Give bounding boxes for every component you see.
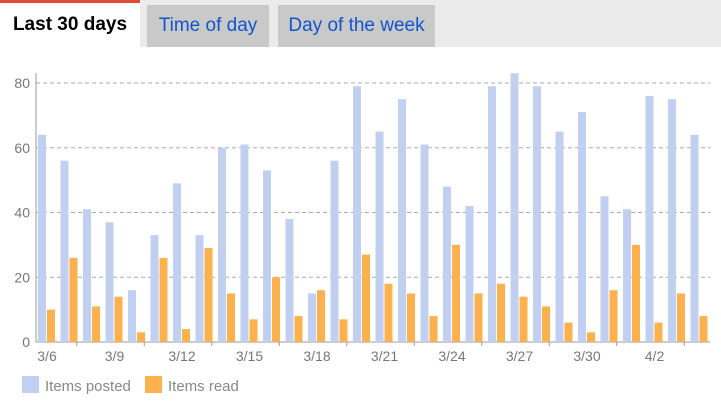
bar-items-posted	[578, 112, 586, 342]
y-tick-label: 40	[14, 205, 30, 221]
bar-items-posted	[533, 86, 541, 342]
bar-items-posted	[443, 186, 451, 342]
tab-bar: Last 30 days Time of day Day of the week	[0, 0, 721, 47]
bar-items-posted	[510, 73, 519, 342]
y-tick-label: 80	[14, 75, 30, 91]
bar-items-read	[609, 290, 618, 342]
x-tick-label: 3/9	[105, 348, 125, 364]
bar-items-posted	[240, 144, 249, 342]
bar-items-posted	[263, 170, 271, 342]
y-tick-label: 60	[14, 140, 30, 156]
bar-items-read	[452, 244, 460, 342]
x-tick-label: 4/2	[645, 348, 665, 364]
bar-items-read	[227, 293, 235, 342]
bar-items-posted	[195, 235, 204, 342]
y-tick-label: 0	[22, 334, 30, 350]
legend-swatch-items-read	[145, 376, 162, 393]
legend-swatch-items-posted	[22, 376, 39, 393]
bar-items-posted	[398, 99, 406, 342]
bar-items-posted	[600, 196, 609, 342]
bar-items-read	[159, 257, 168, 342]
bar-items-read	[632, 244, 640, 342]
bar-items-posted	[465, 206, 474, 342]
tab-day-of-the-week[interactable]: Day of the week	[278, 5, 435, 47]
bar-items-read	[204, 248, 213, 342]
x-tick-label: 3/21	[371, 348, 398, 364]
bar-items-read	[677, 293, 685, 342]
bar-items-posted	[645, 95, 654, 342]
bar-items-read	[272, 277, 280, 342]
bar-items-posted	[690, 134, 699, 342]
bar-items-posted	[150, 235, 159, 342]
x-tick-label: 3/18	[303, 348, 330, 364]
legend-label-items-posted: Items posted	[45, 378, 131, 395]
x-tick-label: 3/30	[573, 348, 600, 364]
bar-items-read	[249, 319, 258, 342]
bar-items-posted	[668, 99, 676, 342]
bar-items-posted	[308, 293, 316, 342]
bar-items-read	[47, 309, 55, 342]
bar-items-read	[294, 316, 303, 342]
bar-items-read	[114, 296, 123, 342]
bar-items-posted	[353, 86, 361, 342]
bar-items-posted	[420, 144, 429, 342]
bar-items-posted	[375, 131, 384, 342]
bar-items-read	[429, 316, 438, 342]
bar-items-read	[69, 257, 78, 342]
bar-items-posted	[83, 209, 91, 342]
bar-items-read	[92, 306, 100, 342]
bar-items-read	[182, 329, 190, 342]
bar-items-posted	[38, 134, 46, 342]
bar-items-read	[137, 332, 145, 342]
x-tick-label: 3/24	[438, 348, 465, 364]
x-tick-label: 3/27	[506, 348, 533, 364]
x-tick-label: 3/6	[37, 348, 57, 364]
bar-items-posted	[488, 86, 496, 342]
bar-items-read	[384, 283, 393, 342]
bar-items-read	[339, 319, 348, 342]
bar-items-read	[362, 254, 370, 342]
x-tick-label: 3/12	[168, 348, 195, 364]
bar-items-read	[654, 322, 663, 342]
bar-items-read	[474, 293, 483, 342]
bar-items-read	[317, 290, 325, 342]
bar-items-posted	[60, 160, 69, 342]
bar-items-posted	[128, 290, 136, 342]
bar-items-posted	[623, 209, 631, 342]
bar-items-posted	[285, 218, 294, 342]
bar-items-read	[587, 332, 595, 342]
legend-label-items-read: Items read	[168, 378, 239, 395]
bar-items-posted	[173, 183, 181, 342]
bar-items-read	[407, 293, 415, 342]
bar-items-read	[497, 283, 505, 342]
activity-bar-chart: 0 20 40 60 80 3/6 3/9 3/12 3/15 3/18 3/21 3/24 3/27 3…	[14, 73, 710, 395]
bar-items-read	[519, 296, 528, 342]
x-tick-label: 3/15	[236, 348, 263, 364]
bar-items-posted	[555, 131, 564, 342]
y-tick-label: 20	[14, 269, 30, 285]
bar-items-posted	[105, 222, 114, 342]
bar-items-posted	[330, 160, 339, 342]
tab-time-of-day[interactable]: Time of day	[147, 5, 269, 47]
tab-last-30-days[interactable]: Last 30 days	[0, 0, 140, 47]
bar-items-read	[564, 322, 573, 342]
bar-items-read	[542, 306, 550, 342]
bar-items-posted	[218, 147, 226, 342]
bar-items-read	[699, 316, 708, 342]
